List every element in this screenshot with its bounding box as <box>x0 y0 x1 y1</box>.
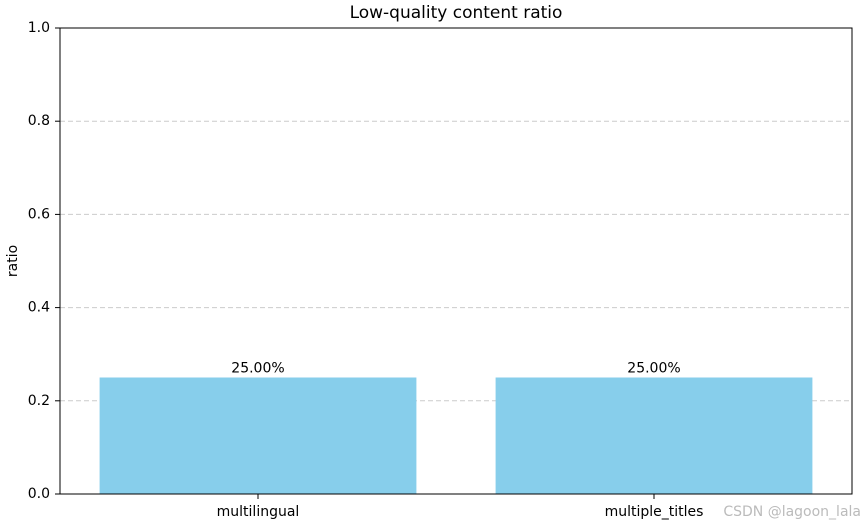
y-tick-label: 0.8 <box>28 113 50 129</box>
x-tick-label: multilingual <box>217 504 300 520</box>
value-label: 25.00% <box>627 361 680 377</box>
y-axis-label: ratio <box>5 245 21 277</box>
value-label: 25.00% <box>231 361 284 377</box>
x-tick-label: multiple_titles <box>605 504 704 520</box>
y-tick-label: 1.0 <box>28 20 50 36</box>
watermark: CSDN @lagoon_lala <box>723 504 861 520</box>
bar <box>99 377 417 494</box>
y-tick-label: 0.4 <box>28 300 50 316</box>
bar <box>495 377 813 494</box>
chart-title: Low-quality content ratio <box>350 3 563 23</box>
y-tick-label: 0.2 <box>28 393 50 409</box>
plot-frame <box>59 27 853 495</box>
y-tick-label: 0.6 <box>28 206 50 222</box>
y-tick-label: 0.0 <box>28 486 50 502</box>
